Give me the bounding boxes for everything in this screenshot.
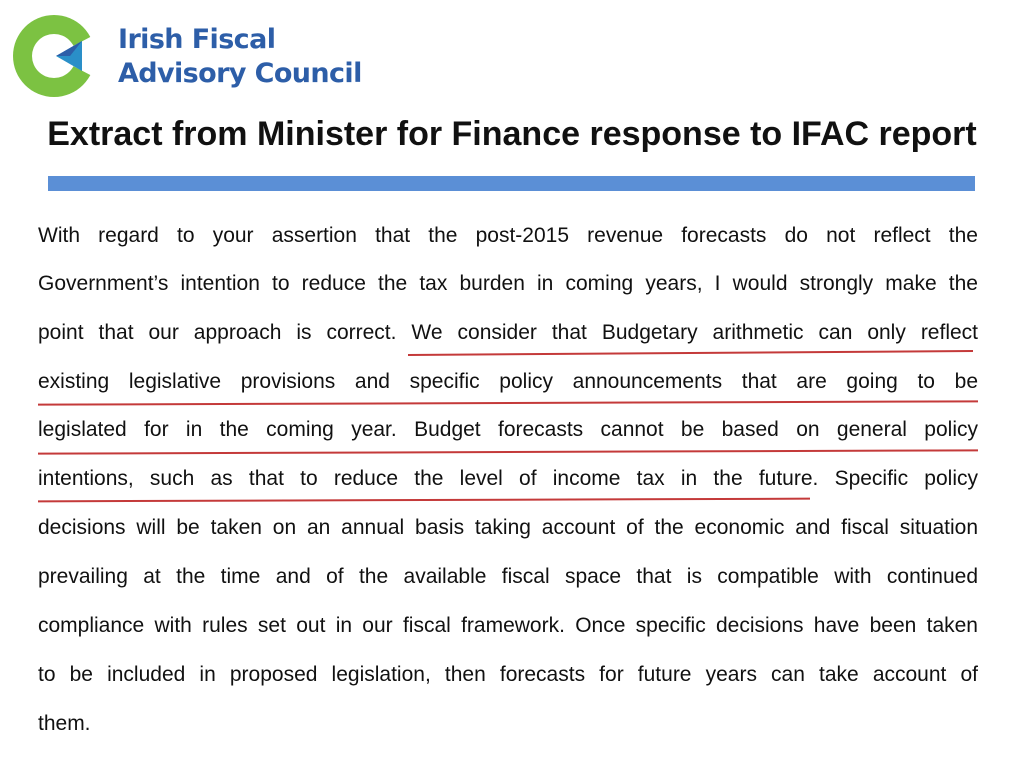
letter-line-1: With regard to your assertion that the p… (38, 224, 978, 247)
letter-line-6: intentions, such as that to reduce the l… (38, 467, 978, 490)
highlight-underline-4 (37, 497, 811, 502)
logo-line-1: Irish Fiscal (118, 24, 276, 55)
highlight-underline-2 (38, 400, 978, 406)
letter-line-9: compliance with rules set out in our fis… (38, 614, 978, 637)
letter-line-8: prevailing at the time and of the availa… (38, 565, 978, 588)
letter-line-3: point that our approach is correct. We c… (38, 321, 978, 344)
letter-line-2: Government’s intention to reduce the tax… (38, 272, 978, 295)
letter-line-10: to be included in proposed legislation, … (38, 663, 978, 686)
ifac-logo: Irish Fiscal Advisory Council (12, 14, 372, 97)
logo-line-2: Advisory Council (118, 58, 362, 89)
ifac-logo-mark-icon (13, 15, 96, 97)
letter-line-5: legislated for in the coming year. Budge… (38, 418, 978, 441)
letter-line-11: them. (38, 712, 91, 735)
logo-wordmark: Irish Fiscal Advisory Council (118, 23, 362, 91)
slide-title: Extract from Minister for Finance respon… (47, 115, 977, 153)
letter-line-7: decisions will be taken on an annual bas… (38, 516, 978, 539)
highlight-underline-3 (38, 449, 978, 455)
letter-line-4: existing legislative provisions and spec… (38, 370, 978, 393)
title-divider (48, 176, 975, 191)
highlight-underline-1 (408, 350, 973, 356)
